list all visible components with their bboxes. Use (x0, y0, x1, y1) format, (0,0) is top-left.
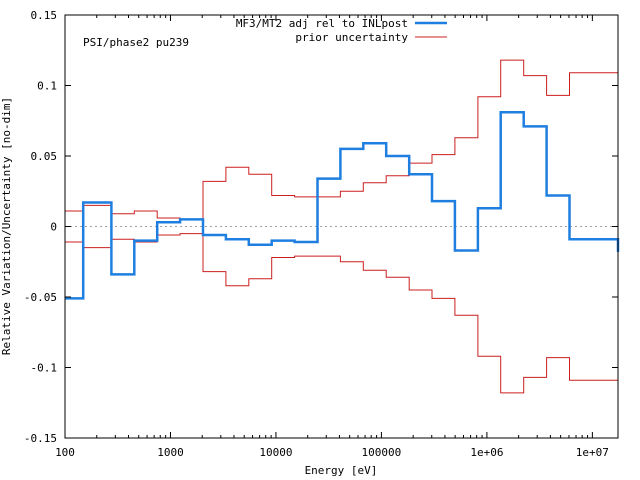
y-tick-label: 0.1 (37, 80, 57, 93)
y-tick-label: -0.15 (24, 432, 57, 445)
legend-label: MF3/MT2 adj rel to INLpost (236, 17, 408, 30)
y-axis-label: Relative Variation/Uncertainty [no-dim] (0, 97, 13, 355)
x-axis-label: Energy [eV] (305, 464, 378, 477)
chart-annotation: PSI/phase2 pu239 (83, 36, 189, 49)
y-tick-label: 0 (50, 221, 57, 234)
x-tick-label: 1000 (157, 446, 184, 459)
legend-label: prior uncertainty (295, 31, 408, 44)
series-prior-uncertainty-upper (65, 59, 619, 220)
x-tick-label: 100 (55, 446, 75, 459)
x-tick-label: 10000 (259, 446, 292, 459)
y-tick-label: -0.1 (31, 362, 58, 375)
y-tick-label: -0.05 (24, 291, 57, 304)
x-tick-label: 1e+06 (470, 446, 503, 459)
y-tick-label: 0.05 (31, 150, 58, 163)
y-tick-label: 0.15 (31, 9, 58, 22)
series-mf3-mt2-adjustment (65, 111, 620, 300)
x-tick-label: 100000 (362, 446, 402, 459)
x-tick-label: 1e+07 (576, 446, 609, 459)
